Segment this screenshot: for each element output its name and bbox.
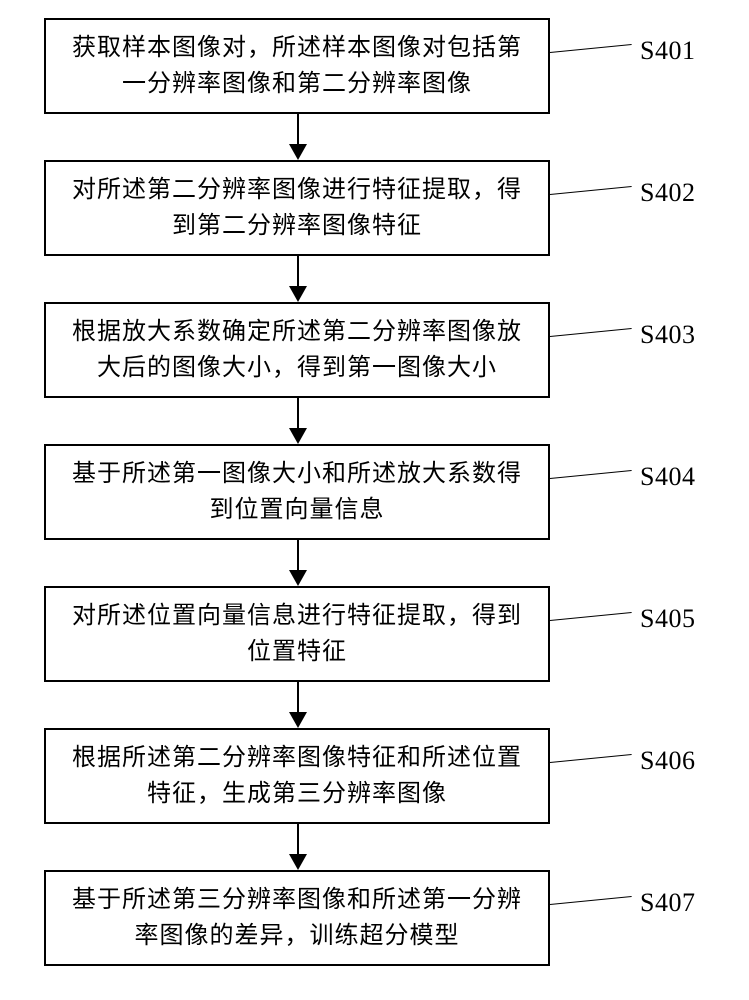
step-box-s406: 根据所述第二分辨率图像特征和所述位置特征，生成第三分辨率图像 [44,728,550,824]
step-label-s402: S402 [640,178,695,208]
connector-line [550,612,632,621]
step-text: 基于所述第三分辨率图像和所述第一分辨率图像的差异，训练超分模型 [60,882,534,954]
connector-line [550,44,632,53]
step-label-s405: S405 [640,604,695,634]
step-text: 获取样本图像对，所述样本图像对包括第一分辨率图像和第二分辨率图像 [60,30,534,102]
step-box-s405: 对所述位置向量信息进行特征提取，得到位置特征 [44,586,550,682]
step-box-s404: 基于所述第一图像大小和所述放大系数得到位置向量信息 [44,444,550,540]
arrow-shaft [297,256,299,286]
arrow-shaft [297,114,299,144]
connector-line [550,754,632,763]
arrow-head-icon [289,570,307,586]
step-label-s401: S401 [640,36,695,66]
arrow-head-icon [289,428,307,444]
arrow-shaft [297,540,299,570]
step-box-s403: 根据放大系数确定所述第二分辨率图像放大后的图像大小，得到第一图像大小 [44,302,550,398]
flowchart-canvas: 获取样本图像对，所述样本图像对包括第一分辨率图像和第二分辨率图像 S401 对所述第… [0,0,749,1000]
connector-line [550,328,632,337]
step-label-s403: S403 [640,320,695,350]
step-text: 基于所述第一图像大小和所述放大系数得到位置向量信息 [60,456,534,528]
step-label-s404: S404 [640,462,695,492]
step-text: 根据放大系数确定所述第二分辨率图像放大后的图像大小，得到第一图像大小 [60,314,534,386]
step-label-s406: S406 [640,746,695,776]
arrow-shaft [297,682,299,712]
step-text: 根据所述第二分辨率图像特征和所述位置特征，生成第三分辨率图像 [60,740,534,812]
arrow-head-icon [289,144,307,160]
arrow-head-icon [289,712,307,728]
step-box-s402: 对所述第二分辨率图像进行特征提取，得到第二分辨率图像特征 [44,160,550,256]
step-text: 对所述第二分辨率图像进行特征提取，得到第二分辨率图像特征 [60,172,534,244]
arrow-shaft [297,824,299,854]
arrow-head-icon [289,854,307,870]
arrow-head-icon [289,286,307,302]
step-box-s407: 基于所述第三分辨率图像和所述第一分辨率图像的差异，训练超分模型 [44,870,550,966]
step-label-s407: S407 [640,888,695,918]
connector-line [550,186,632,195]
connector-line [550,896,632,905]
step-box-s401: 获取样本图像对，所述样本图像对包括第一分辨率图像和第二分辨率图像 [44,18,550,114]
arrow-shaft [297,398,299,428]
step-text: 对所述位置向量信息进行特征提取，得到位置特征 [60,598,534,670]
connector-line [550,470,632,479]
